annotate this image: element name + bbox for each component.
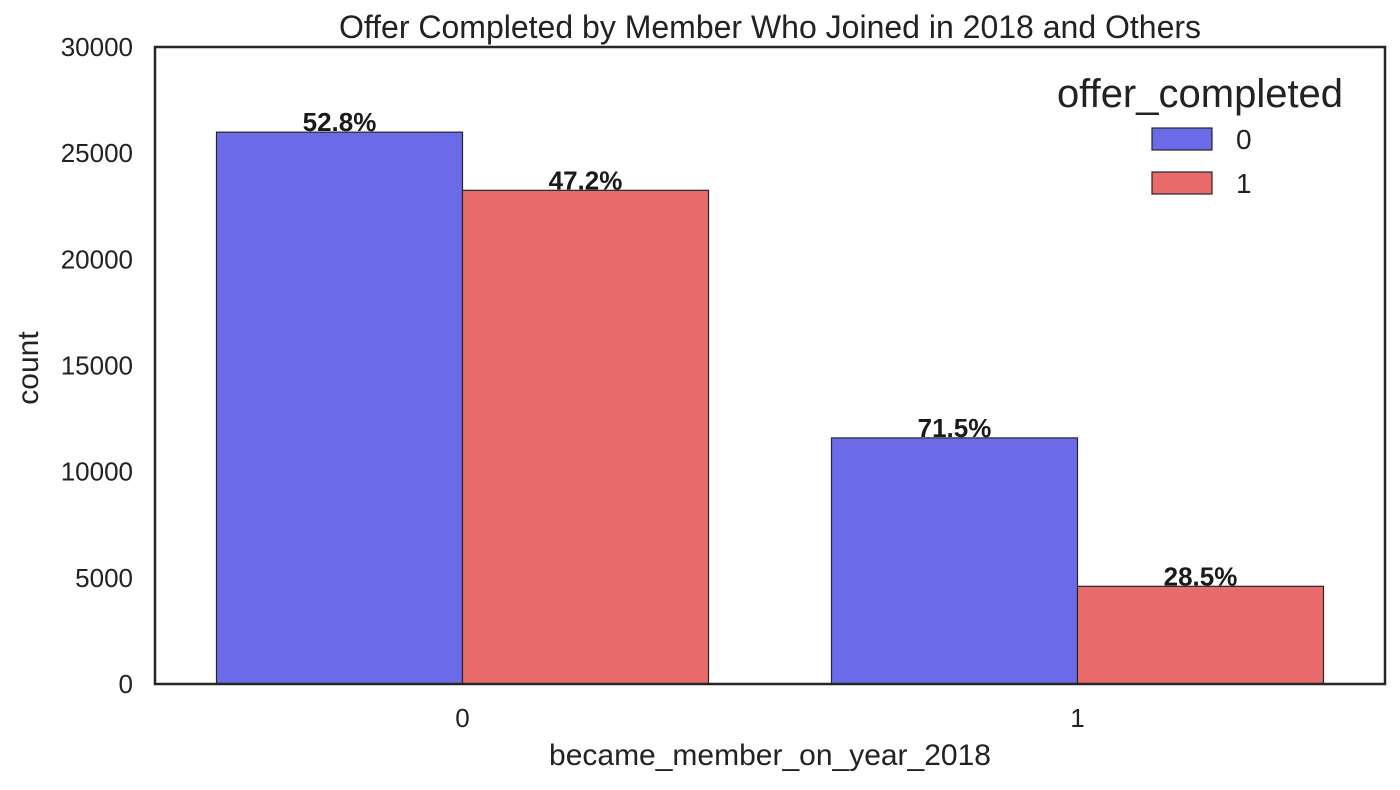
y-axis-title: count: [12, 331, 45, 405]
bar-label-series-0-cat-1: 71.5%: [918, 413, 992, 443]
y-tick-label: 5000: [75, 563, 133, 593]
bar-labels-layer: 52.8% 47.2% 71.5% 28.5%: [303, 107, 1238, 591]
bar-series-0-cat-1: [830, 437, 1079, 685]
bar-label-series-1-cat-0: 47.2%: [549, 165, 623, 195]
plot-frame: [153, 45, 1387, 686]
bar-label-series-0-cat-0: 52.8%: [303, 107, 377, 137]
bar-series-1-cat-0: [461, 189, 710, 685]
x-tick-label: 0: [455, 703, 469, 733]
y-tick-label: 0: [119, 669, 133, 699]
legend-swatch-0: [1151, 127, 1213, 151]
legend: offer_completed 0 1: [1057, 72, 1343, 199]
y-tick-label: 20000: [61, 244, 133, 274]
legend-label-0: 0: [1236, 124, 1252, 155]
y-tick-label: 25000: [61, 138, 133, 168]
chart-title: Offer Completed by Member Who Joined in …: [339, 9, 1201, 45]
y-ticks-layer: 0 5000 10000 15000 20000 25000 30000: [61, 32, 133, 699]
y-tick-label: 15000: [61, 351, 133, 381]
bar-label-series-1-cat-1: 28.5%: [1164, 561, 1238, 591]
x-tick-label: 1: [1070, 703, 1084, 733]
x-axis-title: became_member_on_year_2018: [549, 739, 991, 772]
legend-title: offer_completed: [1057, 72, 1343, 116]
legend-swatch-1: [1151, 171, 1213, 195]
bar-series-1-cat-1: [1076, 585, 1325, 685]
y-tick-label: 30000: [61, 32, 133, 62]
bars-layer: [215, 131, 1325, 685]
bar-series-0-cat-0: [215, 131, 464, 685]
y-tick-label: 10000: [61, 457, 133, 487]
legend-label-1: 1: [1236, 168, 1252, 199]
